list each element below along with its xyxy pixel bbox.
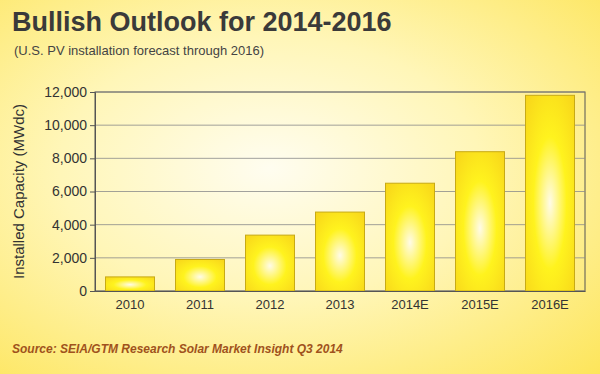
y-tick-label: 2,000 bbox=[52, 250, 87, 266]
y-tick: 2,000 bbox=[52, 250, 95, 266]
grid-line bbox=[95, 191, 585, 192]
y-tick-label: 8,000 bbox=[52, 150, 87, 166]
bar bbox=[246, 235, 295, 291]
x-tick-label: 2013 bbox=[326, 297, 355, 312]
plot: 02,0004,0006,0008,00010,00012,0002010201… bbox=[44, 84, 585, 312]
grid bbox=[95, 92, 585, 291]
x-axis-line bbox=[96, 291, 586, 292]
y-tick: 6,000 bbox=[52, 183, 95, 199]
subtitle: (U.S. PV installation forecast through 2… bbox=[14, 43, 264, 58]
y-axis: 0 2,000 4,000 6,000 8,000 10,000 12,000 bbox=[44, 84, 95, 299]
y-tick: 8,000 bbox=[52, 150, 95, 166]
y-tick-label: 10,000 bbox=[44, 117, 87, 133]
y-tick-mark bbox=[90, 258, 95, 259]
y-tick-label: 4,000 bbox=[52, 217, 87, 233]
grid-line bbox=[95, 125, 585, 126]
x-tick-label: 2016E bbox=[531, 297, 569, 312]
x-tick-label: 2012 bbox=[256, 297, 285, 312]
x-tick-label: 2011 bbox=[186, 297, 214, 312]
y-tick-mark bbox=[90, 291, 95, 292]
y-tick: 10,000 bbox=[44, 117, 95, 133]
x-tick: 2011 bbox=[186, 291, 214, 312]
y-tick: 12,000 bbox=[44, 84, 95, 100]
y-tick: 4,000 bbox=[52, 217, 95, 233]
grid-line bbox=[95, 92, 585, 93]
x-tick-label: 2014E bbox=[391, 297, 429, 312]
source: Source: SEIA/GTM Research Solar Market I… bbox=[12, 342, 343, 356]
x-tick-label: 2010 bbox=[116, 297, 145, 312]
y-tick-mark bbox=[90, 158, 95, 159]
bar bbox=[316, 212, 365, 291]
x-tick: 2012 bbox=[256, 291, 285, 312]
x-tick: 2016E bbox=[531, 291, 569, 312]
y-tick-label: 12,000 bbox=[44, 84, 87, 100]
y-tick-mark bbox=[90, 125, 95, 126]
chart: Bullish Outlook for 2014-2016 (U.S. PV in… bbox=[0, 0, 600, 374]
y-tick: 0 bbox=[79, 283, 95, 299]
y-tick-label: 0 bbox=[79, 283, 87, 299]
y-tick-mark bbox=[90, 192, 95, 193]
grid-line bbox=[95, 158, 585, 159]
bar bbox=[386, 183, 435, 291]
y-axis-title: Installed Capacity (MWdc) bbox=[10, 104, 27, 279]
x-axis: 2010 2011 2012 2013 2014E 2015E 2016E bbox=[96, 291, 586, 312]
bars bbox=[106, 95, 575, 291]
y-tick-mark bbox=[90, 225, 95, 226]
x-tick-label: 2015E bbox=[461, 297, 499, 312]
bar bbox=[106, 277, 155, 291]
y-axis-line bbox=[90, 93, 96, 292]
x-tick: 2010 bbox=[116, 291, 145, 312]
x-tick: 2015E bbox=[461, 291, 499, 312]
x-tick: 2014E bbox=[391, 291, 429, 312]
bar bbox=[456, 152, 505, 291]
bar bbox=[526, 95, 575, 291]
y-tick-label: 6,000 bbox=[52, 183, 87, 199]
plot-frame bbox=[95, 92, 585, 291]
title: Bullish Outlook for 2014-2016 bbox=[12, 7, 392, 37]
bar bbox=[176, 259, 225, 291]
y-tick-mark bbox=[90, 92, 95, 93]
x-tick: 2013 bbox=[326, 291, 355, 312]
